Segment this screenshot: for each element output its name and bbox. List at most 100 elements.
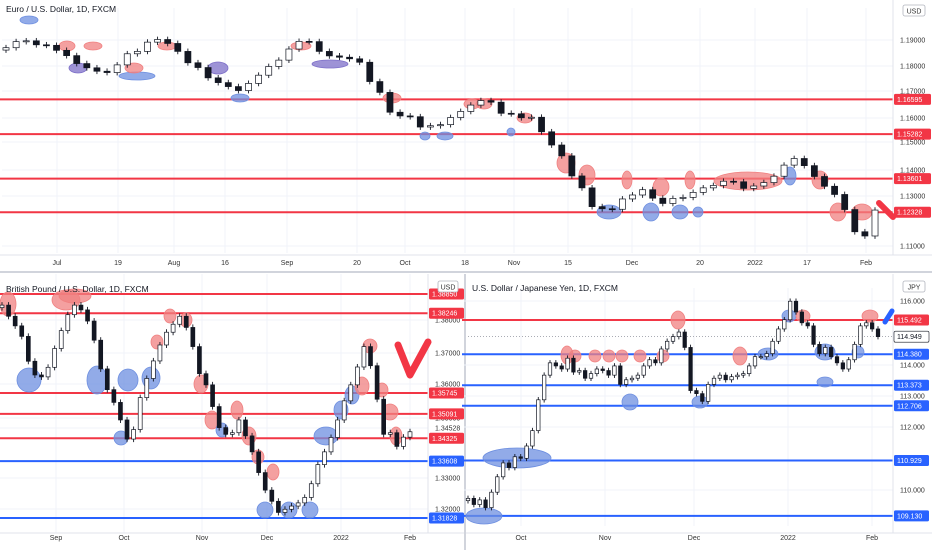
candle-body xyxy=(635,374,640,379)
candle-body xyxy=(694,390,699,394)
price-level-label: 109.130 xyxy=(897,513,922,520)
y-tick-label: 113.000 xyxy=(900,394,925,401)
usdjpy-currency-badge[interactable]: JPY xyxy=(908,285,921,292)
highlight-ellipse[interactable] xyxy=(670,310,686,330)
highlight-ellipse[interactable] xyxy=(684,170,696,190)
candle-body xyxy=(184,51,192,64)
candle-body xyxy=(98,339,104,370)
highlight-ellipse[interactable] xyxy=(301,501,319,519)
candle-body xyxy=(760,182,768,187)
highlight-ellipse[interactable] xyxy=(19,15,39,25)
highlight-ellipse[interactable] xyxy=(86,365,108,395)
highlight-ellipse[interactable] xyxy=(506,127,516,137)
x-tick-label: 2022 xyxy=(333,535,349,542)
x-tick-label: Feb xyxy=(860,260,872,267)
gbpusd-currency-badge[interactable]: USD xyxy=(441,285,456,292)
highlight-ellipse[interactable] xyxy=(16,367,42,393)
candle-body xyxy=(559,365,564,370)
candle-body xyxy=(711,377,717,385)
candle-body xyxy=(53,44,60,51)
highlight-ellipse[interactable] xyxy=(861,309,879,323)
candle-body xyxy=(2,47,10,51)
candle-body xyxy=(829,347,834,358)
highlight-ellipse[interactable] xyxy=(163,308,177,324)
candle-body xyxy=(32,40,40,46)
candle-body xyxy=(624,379,629,385)
candle-body xyxy=(598,206,606,210)
highlight-ellipse[interactable] xyxy=(58,288,92,304)
candle-body xyxy=(396,111,404,117)
candle-body xyxy=(793,300,799,313)
candle-body xyxy=(477,100,485,106)
candle-body xyxy=(858,325,863,345)
x-tick-label: Oct xyxy=(516,535,527,542)
highlight-ellipse[interactable] xyxy=(436,131,454,141)
highlight-ellipse[interactable] xyxy=(633,349,647,363)
x-tick-label: Feb xyxy=(404,535,416,542)
price-level-tag xyxy=(894,128,931,140)
candle-body xyxy=(811,325,816,345)
highlight-ellipse[interactable] xyxy=(230,400,244,420)
price-level-tag xyxy=(894,93,931,105)
highlight-ellipse[interactable] xyxy=(117,368,139,392)
highlight-ellipse[interactable] xyxy=(256,501,274,519)
highlight-ellipse[interactable] xyxy=(691,395,709,409)
highlight-ellipse[interactable] xyxy=(621,170,633,190)
highlight-ellipse[interactable] xyxy=(230,93,250,103)
y-tick-label: 1.17000 xyxy=(900,89,925,96)
highlight-ellipse[interactable] xyxy=(482,447,552,469)
highlight-ellipse[interactable] xyxy=(621,393,639,411)
candle-body xyxy=(647,359,652,367)
candle-body xyxy=(315,464,321,485)
highlight-ellipse[interactable] xyxy=(311,59,349,69)
candle-body xyxy=(322,451,327,465)
price-level-tag xyxy=(894,206,931,218)
candle-body xyxy=(665,340,670,350)
highlight-ellipse[interactable] xyxy=(124,62,144,74)
candle-body xyxy=(387,432,393,435)
candle-body xyxy=(467,104,475,112)
highlight-ellipse[interactable] xyxy=(588,349,602,363)
highlight-ellipse[interactable] xyxy=(732,346,748,366)
candle-body xyxy=(285,48,293,61)
candle-body xyxy=(210,384,215,407)
highlight-ellipse[interactable] xyxy=(615,349,629,363)
highlight-ellipse[interactable] xyxy=(602,349,616,363)
y-tick-label: 1.33000 xyxy=(435,476,460,483)
candle-body xyxy=(871,209,879,237)
highlight-ellipse[interactable] xyxy=(83,41,103,51)
candle-body xyxy=(447,117,454,126)
highlight-ellipse[interactable] xyxy=(465,507,503,525)
highlight-ellipse[interactable] xyxy=(642,202,660,222)
candle-body xyxy=(870,322,875,330)
x-tick-label: Oct xyxy=(400,260,411,267)
price-level-label: 1.13601 xyxy=(897,176,922,183)
candle-body xyxy=(386,92,394,113)
highlight-ellipse[interactable] xyxy=(816,376,834,388)
price-level-label: 114.380 xyxy=(897,352,922,359)
candle-body xyxy=(629,194,636,200)
y-tick-label: 114.000 xyxy=(900,363,925,370)
candle-body xyxy=(729,376,734,381)
highlight-ellipse[interactable] xyxy=(671,204,689,220)
candle-body xyxy=(782,319,787,330)
highlight-ellipse[interactable] xyxy=(313,426,339,446)
highlight-ellipse[interactable] xyxy=(692,206,704,218)
eurusd-down-arrow-icon xyxy=(876,200,896,220)
price-level-label: 1.15282 xyxy=(897,132,922,139)
candle-body xyxy=(406,115,414,118)
highlight-ellipse[interactable] xyxy=(118,71,156,81)
highlight-ellipse[interactable] xyxy=(419,131,431,141)
candle-body xyxy=(619,198,626,210)
candle-body xyxy=(355,366,360,386)
x-tick-label: Dec xyxy=(261,535,274,542)
candle-body xyxy=(235,86,242,91)
y-tick-label: 1.11000 xyxy=(900,244,925,251)
highlight-ellipse[interactable] xyxy=(266,463,280,481)
x-tick-label: Sep xyxy=(281,260,294,267)
gbpusd-down-arrow-icon xyxy=(394,338,432,379)
candle-body xyxy=(770,175,778,183)
eurusd-currency-badge[interactable]: USD xyxy=(907,9,922,16)
candle-body xyxy=(85,309,90,322)
price-level-label: 1.16595 xyxy=(897,97,922,104)
